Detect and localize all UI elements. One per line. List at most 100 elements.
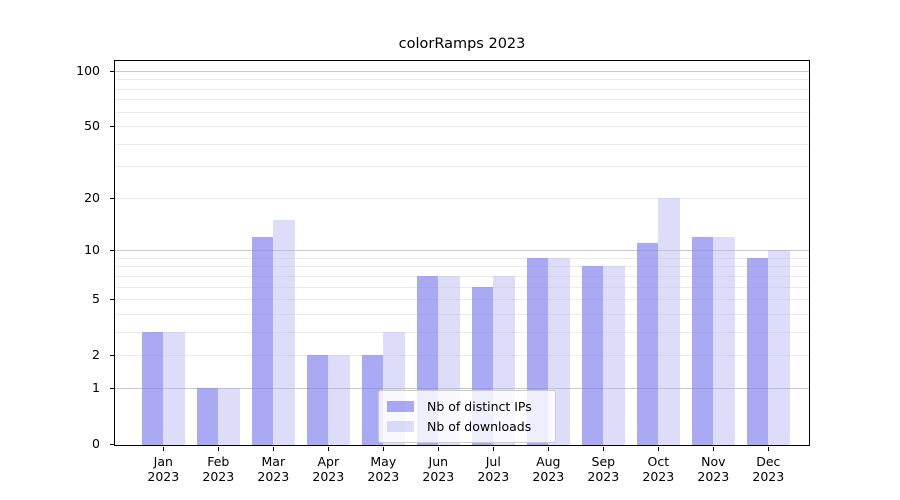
x-tick-year: 2023 <box>477 469 510 484</box>
x-tick-month: Jan <box>153 454 173 469</box>
x-axis-tick-label: Mar 2023 <box>245 454 301 484</box>
y-axis-tick-label: 1 <box>92 380 100 396</box>
x-tick-year: 2023 <box>587 469 620 484</box>
y-axis-tick-label: 0 <box>92 436 100 452</box>
legend-swatch-downloads <box>387 420 414 432</box>
x-axis-tick-label: Sep 2023 <box>575 454 631 484</box>
gridline-minor <box>115 99 809 101</box>
bar-distinct-ips <box>691 236 714 445</box>
x-tick-month: Jun <box>428 454 449 469</box>
x-axis-tick-label: Apr 2023 <box>300 454 356 484</box>
x-tick-mark <box>438 447 440 451</box>
gridline-minor <box>115 166 809 168</box>
gridline-minor <box>115 286 809 288</box>
gridline-minor <box>115 197 809 199</box>
x-tick-year: 2023 <box>257 469 290 484</box>
gridline-minor <box>115 88 809 90</box>
bar-distinct-ips <box>361 355 384 445</box>
x-tick-mark <box>548 447 550 451</box>
bar-downloads <box>768 250 790 445</box>
x-tick-mark <box>713 447 715 451</box>
plot-area: Nb of distinct IPs Nb of downloads <box>114 60 810 446</box>
x-tick-mark <box>328 447 330 451</box>
bar-distinct-ips <box>306 355 329 445</box>
bar-downloads <box>713 236 735 445</box>
bar-distinct-ips <box>636 243 659 445</box>
x-axis-tick-label: Oct 2023 <box>630 454 686 484</box>
x-tick-year: 2023 <box>312 469 345 484</box>
x-tick-mark <box>273 447 275 451</box>
x-tick-year: 2023 <box>752 469 785 484</box>
gridline-major <box>115 70 809 72</box>
bar-distinct-ips <box>746 257 769 445</box>
bar-downloads <box>603 266 625 445</box>
gridline-minor <box>115 79 809 81</box>
gridline-major <box>115 250 809 252</box>
x-axis-tick-label: Jul 2023 <box>465 454 521 484</box>
bar-distinct-ips <box>251 236 274 445</box>
x-axis-tick-label: Dec 2023 <box>740 454 796 484</box>
bar-distinct-ips <box>196 388 219 445</box>
y-axis-tick-label: 10 <box>84 242 100 258</box>
gridline-minor <box>115 257 809 259</box>
y-tick-mark <box>110 444 114 446</box>
y-axis: 0 1 2 5 10 20 50 100 <box>0 61 114 451</box>
x-tick-month: Apr <box>317 454 340 469</box>
y-axis-tick-label: 2 <box>92 347 100 363</box>
chart-title: colorRamps 2023 <box>398 36 526 52</box>
y-axis-tick-label: 50 <box>84 118 100 133</box>
x-tick-month: Oct <box>647 454 670 469</box>
gridline-minor <box>115 314 809 315</box>
x-tick-mark <box>658 447 660 451</box>
legend-label-downloads: Nb of downloads <box>427 418 532 434</box>
y-axis-tick-label: 5 <box>92 291 100 307</box>
x-tick-mark <box>163 447 165 451</box>
legend-label-distinct-ips: Nb of distinct IPs <box>427 398 532 414</box>
x-tick-month: Sep <box>591 454 616 469</box>
y-tick-mark <box>110 70 114 72</box>
bar-downloads <box>658 197 680 445</box>
gridline-minor <box>115 111 809 113</box>
legend: Nb of distinct IPs Nb of downloads <box>378 390 556 443</box>
y-tick-mark <box>110 388 114 390</box>
x-tick-month: Nov <box>701 454 726 469</box>
x-axis-tick-label: Jan 2023 <box>135 454 191 484</box>
x-tick-mark <box>603 447 605 451</box>
bar-downloads <box>218 388 240 445</box>
x-axis-tick-label: Feb 2023 <box>190 454 246 484</box>
x-tick-year: 2023 <box>532 469 565 484</box>
legend-item-downloads: Nb of downloads <box>387 416 545 436</box>
gridline-minor <box>115 266 809 268</box>
x-axis-tick-label: Nov 2023 <box>685 454 741 484</box>
x-tick-mark <box>493 447 495 451</box>
x-tick-year: 2023 <box>642 469 675 484</box>
bar-layer <box>115 61 809 445</box>
x-tick-month: May <box>370 454 397 469</box>
legend-swatch-distinct-ips <box>387 400 414 412</box>
x-tick-year: 2023 <box>422 469 455 484</box>
x-tick-year: 2023 <box>202 469 235 484</box>
legend-item-distinct-ips: Nb of distinct IPs <box>387 396 545 416</box>
gridline-minor <box>115 275 809 277</box>
x-tick-month: Dec <box>756 454 781 469</box>
x-tick-year: 2023 <box>147 469 180 484</box>
bar-downloads <box>328 355 350 445</box>
x-tick-mark <box>383 447 385 451</box>
x-tick-year: 2023 <box>697 469 730 484</box>
x-tick-month: Aug <box>536 454 561 469</box>
y-axis-tick-label: 20 <box>84 189 100 205</box>
gridline-major <box>115 388 809 390</box>
x-axis-tick-label: Jun 2023 <box>410 454 466 484</box>
x-tick-month: Jul <box>485 454 501 469</box>
gridline-minor <box>115 299 809 301</box>
y-tick-mark <box>110 299 114 301</box>
gridline-layer <box>115 61 809 445</box>
x-axis: Jan 2023 Feb 2023 Mar 2023 Apr 2023 May 2023 Jun 20… <box>115 447 809 497</box>
bar-distinct-ips <box>581 266 604 445</box>
y-tick-mark <box>110 250 114 252</box>
y-tick-mark <box>110 197 114 199</box>
y-axis-tick-label: 100 <box>76 62 100 78</box>
gridline-minor <box>115 143 809 145</box>
x-tick-month: Mar <box>261 454 286 469</box>
gridline-minor <box>115 355 809 357</box>
